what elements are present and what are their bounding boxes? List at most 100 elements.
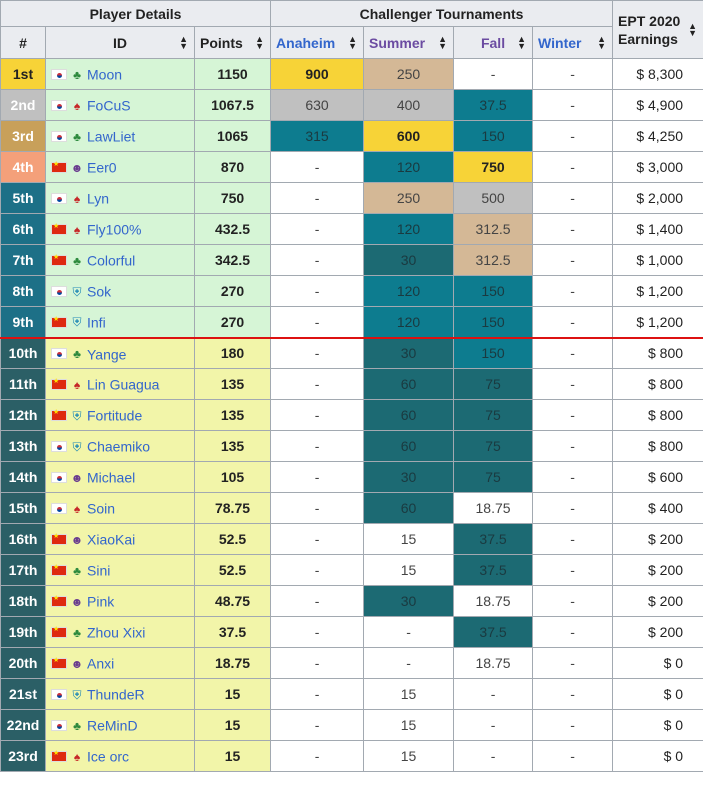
china-flag-icon [51,377,67,391]
player-id-cell: ♣ Zhou Xixi [45,616,195,648]
player-name-link[interactable]: Michael [87,469,136,486]
fall-cell: 750 [453,151,534,183]
anaheim-cell: - [270,616,365,648]
summer-cell: 15 [363,554,455,586]
summer-cell: 60 [363,368,455,400]
winter-cell: - [532,337,614,369]
player-name-link[interactable]: XiaoKai [87,531,136,548]
class-green-icon: ♣ [73,129,81,144]
fall-cell: 75 [453,399,534,431]
table-row: 21st ⛨ ThundeR 15-15- - $ 0 [0,678,703,710]
summer-header[interactable]: Summer ▲ ▼ [363,26,455,59]
sort-arrows-icon[interactable]: ▲ ▼ [688,20,698,38]
earnings-header[interactable]: EPT 2020 Earnings ▲ ▼ [612,0,703,59]
class-purple-icon: ☻ [70,160,84,175]
anaheim-header[interactable]: Anaheim ▲ ▼ [270,26,365,59]
summer-cell: 60 [363,430,455,462]
sort-arrows-icon[interactable]: ▲ ▼ [438,33,448,51]
fall-cell: 75 [453,461,534,493]
sort-arrows-icon[interactable]: ▲ ▼ [517,33,527,51]
winter-cell: - [532,585,614,617]
player-id-cell: ⛨ Infi [45,306,195,339]
rank-cell: 11th [0,368,46,400]
player-id-cell: ♣ Sini [45,554,195,586]
winter-cell: - [532,709,614,741]
sort-arrows-icon[interactable]: ▲ ▼ [179,33,188,51]
summer-cell: 400 [363,89,455,121]
south-korea-flag-icon [51,503,67,515]
player-name-link[interactable]: Anxi [87,655,115,672]
player-id-cell: ☻Anxi [45,647,195,679]
class-green-icon: ♣ [73,625,81,640]
earnings-cell: $ 8,300 [612,58,703,90]
anaheim-cell: - [270,182,365,214]
player-name-link[interactable]: Lin Guagua [87,376,160,393]
player-id-cell: ♠ Ice orc [45,740,195,772]
player-id-cell: ♠ Lin Guagua [45,368,195,400]
points-header[interactable]: Points ▲ ▼ [193,26,272,59]
player-name-link[interactable]: Zhou Xixi [87,624,146,641]
id-header[interactable]: ID ▲ ▼ [45,26,195,59]
south-korea-flag-icon [51,131,67,143]
player-name-link[interactable]: Pink [87,593,115,610]
player-name-link[interactable]: ReMinD [87,717,138,734]
player-details-header: Player Details [0,0,272,27]
player-name-link[interactable]: Soin [87,500,116,517]
anaheim-link[interactable]: Anaheim [276,34,336,51]
winter-link[interactable]: Winter [538,34,582,51]
south-korea-flag-icon [51,472,67,484]
winter-cell: - [532,151,614,183]
sort-arrows-icon[interactable]: ▲ ▼ [348,33,358,51]
fall-cell: 37.5 [453,554,534,586]
player-name-link[interactable]: Infi [87,314,106,331]
player-name-link[interactable]: Colorful [87,252,136,269]
fall-cell: 75 [453,430,534,462]
sort-arrows-icon[interactable]: ▲ ▼ [255,33,265,51]
fall-link[interactable]: Fall [480,34,506,51]
summer-link[interactable]: Summer [369,34,426,51]
player-name-link[interactable]: Moon [87,66,123,83]
player-name-link[interactable]: Sok [87,283,112,300]
winter-cell: - [532,647,614,679]
anaheim-cell: - [270,585,365,617]
winter-cell: - [532,213,614,245]
sort-arrows-icon[interactable]: ▲ ▼ [597,33,607,51]
fall-header[interactable]: Fall ▲ ▼ [453,26,534,59]
rank-cell: 20th [0,647,46,679]
points-cell: 342.5 [193,244,272,276]
south-korea-flag-icon [51,348,67,360]
points-cell: 135 [193,430,272,462]
points-cell: 180 [193,337,272,369]
fall-cell: 37.5 [453,523,534,555]
player-name-link[interactable]: Chaemiko [87,438,151,455]
summer-cell: 15 [363,678,455,710]
player-id-cell: ♠ Fly100% [45,213,195,245]
china-flag-icon [51,563,67,577]
player-name-link[interactable]: Ice orc [87,748,130,765]
earnings-cell: $ 0 [612,740,703,772]
player-name-link[interactable]: Fortitude [87,407,143,424]
player-name-link[interactable]: Eer0 [87,159,117,176]
player-name-link[interactable]: Sini [87,562,111,579]
player-name-link[interactable]: FoCuS [87,97,131,114]
table-row: 10th ♣ Yange 180-30 150- $ 800 [0,337,703,369]
player-name-link[interactable]: LawLiet [87,128,136,145]
rank-cell: 23rd [0,740,46,772]
earnings-cell: $ 200 [612,616,703,648]
player-name-link[interactable]: ThundeR [87,686,145,703]
winter-header[interactable]: Winter ▲ ▼ [532,26,614,59]
player-name-link[interactable]: Lyn [87,190,110,207]
earnings-cell: $ 200 [612,585,703,617]
anaheim-cell: - [270,275,365,307]
table-row: 2nd ♠ FoCuS 1067.5 630 400 37.5- $ 4,900 [0,89,703,121]
anaheim-cell: - [270,709,365,741]
player-name-link[interactable]: Fly100% [87,221,142,238]
points-cell: 15 [193,678,272,710]
anaheim-cell: 630 [270,89,365,121]
player-name-link[interactable]: Yange [87,345,127,362]
class-purple-icon: ☻ [70,532,84,547]
table-row: 8th ⛨ Sok 270-120 150- $ 1,200 [0,275,703,307]
summer-cell: 120 [363,151,455,183]
